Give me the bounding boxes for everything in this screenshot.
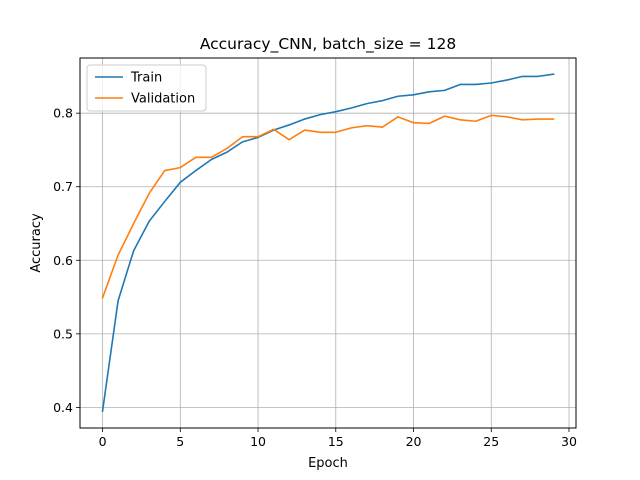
x-tick-label: 30 [561, 434, 577, 449]
series-line-validation [101, 114, 555, 299]
x-tick-label: 5 [176, 434, 184, 449]
x-tick-label: 20 [406, 434, 422, 449]
x-tick-label: 15 [328, 434, 344, 449]
x-tick-label: 25 [483, 434, 499, 449]
legend-label-train: Train [130, 71, 162, 86]
legend-label-validation: Validation [131, 92, 195, 107]
chart-title: Accuracy_CNN, batch_size = 128 [200, 35, 456, 54]
y-tick-label: 0.8 [53, 106, 73, 121]
y-axis-label: Accuracy [29, 213, 44, 273]
y-tick-label: 0.6 [53, 253, 73, 268]
x-axis-label: Epoch [308, 456, 348, 471]
x-tick-label: 10 [250, 434, 266, 449]
ticks: 0 5 10 15 20 25 30 0.4 0.5 0.6 0.7 0.8 [53, 106, 577, 449]
plot-frame [79, 57, 577, 429]
series-layer [101, 73, 555, 412]
legend: Train Validation [86, 64, 207, 112]
grid [80, 58, 576, 428]
y-tick-label: 0.5 [53, 326, 73, 341]
x-tick-label: 0 [99, 434, 107, 449]
y-tick-label: 0.4 [53, 400, 73, 415]
series-line-train [101, 73, 555, 412]
y-tick-label: 0.7 [53, 179, 73, 194]
